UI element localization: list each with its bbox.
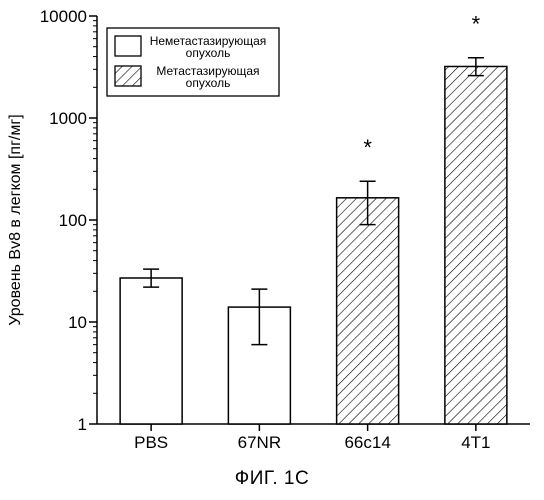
y-tick-label: 10000 — [40, 7, 87, 26]
bar-chart: 1 10 100 1000 10000 Уровень Bv8 в легком [пг/… — [0, 0, 544, 460]
y-tick-label: 100 — [59, 211, 87, 230]
bar-4T1 — [445, 66, 507, 424]
x-tick-label: PBS — [134, 433, 168, 452]
y-tick-label: 1 — [78, 415, 87, 434]
legend-label: опухоль — [186, 46, 231, 60]
x-tick-label: 67NR — [238, 433, 281, 452]
y-tick-label: 1000 — [49, 109, 87, 128]
y-tick-label: 10 — [68, 313, 87, 332]
significance-marker: * — [472, 12, 481, 37]
figure-caption: ФИГ. 1С — [0, 468, 544, 490]
x-tick-label: 4T1 — [461, 433, 490, 452]
bar-66c14 — [337, 198, 399, 424]
significance-marker: * — [363, 135, 372, 160]
legend-label: опухоль — [186, 76, 231, 90]
legend-swatch — [115, 36, 141, 56]
x-tick-label: 66c14 — [344, 433, 390, 452]
bar-PBS — [120, 278, 182, 424]
legend-swatch — [115, 66, 141, 86]
y-axis-label: Уровень Bv8 в легком [пг/мг] — [7, 114, 24, 325]
